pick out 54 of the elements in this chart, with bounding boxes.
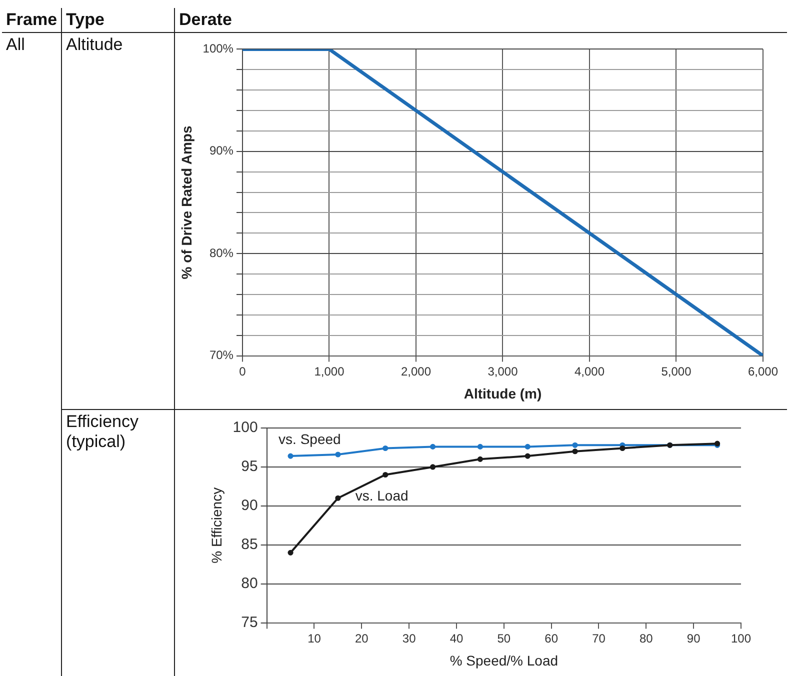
- x-tick-label: 100: [730, 631, 752, 646]
- x-tick-label: 20: [354, 631, 369, 646]
- y-tick-label: 80: [241, 574, 258, 592]
- x-tick-label: 80: [639, 631, 654, 646]
- x-tick-label: 60: [544, 631, 558, 646]
- series-label: vs. Load: [355, 488, 408, 504]
- point: [288, 550, 294, 556]
- y-axis-title: % Efficiency: [208, 487, 224, 564]
- y-tick-label: 70%: [209, 348, 234, 362]
- x-tick-label: 10: [308, 631, 322, 646]
- text: Type: [62, 8, 174, 32]
- point: [477, 444, 484, 450]
- y-axis-title: % of Drive Rated Amps: [178, 126, 194, 280]
- x-tick-label: 30: [402, 631, 416, 646]
- point: [430, 444, 436, 450]
- series-label: vs. Speed: [278, 430, 341, 447]
- x-axis-title: Altitude (m): [464, 385, 542, 402]
- point: [524, 453, 530, 459]
- text: All: [5, 34, 26, 56]
- y-tick-label: 90%: [209, 144, 234, 158]
- x-tick-label: 3,000: [488, 364, 518, 378]
- x-tick-label: 4,000: [574, 364, 605, 378]
- text: Altitude: [62, 32, 174, 410]
- x-tick-label: 6,000: [748, 364, 778, 378]
- y-tick-label: 85: [241, 536, 258, 554]
- y-tick-label: 90: [241, 497, 258, 514]
- y-tick-label: 80%: [209, 246, 234, 260]
- point: [524, 444, 530, 450]
- point: [335, 495, 341, 501]
- y-tick-label: 100: [232, 419, 258, 436]
- point: [430, 464, 436, 470]
- y-tick-label: 75: [241, 614, 258, 631]
- text: Efficiency (typical): [62, 410, 174, 676]
- y-tick-label: 100%: [202, 42, 234, 56]
- x-tick-label: 5,000: [661, 364, 692, 378]
- x-tick-label: 70: [592, 631, 606, 646]
- x-tick-label: 1,000: [314, 364, 345, 378]
- x-tick-label: 90: [686, 631, 701, 646]
- text: Frame: [2, 8, 62, 32]
- point: [477, 456, 484, 462]
- x-tick-label: 40: [450, 631, 464, 646]
- point: [288, 453, 294, 459]
- point: [382, 472, 388, 478]
- x-axis-title: % Speed/% Load: [450, 652, 558, 668]
- point: [382, 445, 388, 452]
- x-tick-label: 2,000: [400, 364, 432, 378]
- point: [335, 452, 341, 458]
- point: [572, 442, 578, 448]
- x-tick-label: 0: [239, 364, 246, 378]
- point: [572, 448, 578, 454]
- y-tick-label: 95: [241, 458, 258, 476]
- text: Derate: [174, 8, 787, 32]
- point: [620, 445, 626, 452]
- x-tick-label: 50: [497, 631, 511, 646]
